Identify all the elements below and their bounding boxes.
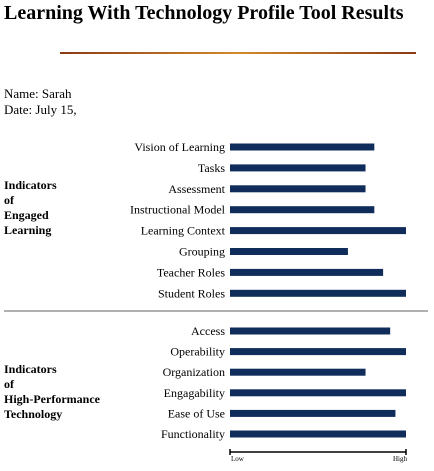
category-label: Functionality xyxy=(161,427,225,441)
title-rule xyxy=(60,52,416,54)
bar xyxy=(230,206,375,214)
axis-low-label: Low xyxy=(231,455,245,463)
category-label: Tasks xyxy=(198,161,225,175)
bar xyxy=(230,409,396,417)
bar xyxy=(230,185,366,193)
category-label: Operability xyxy=(170,345,225,359)
category-label: Organization xyxy=(163,365,225,379)
group-label-line: High-Performance xyxy=(4,392,100,406)
group-label-line: Technology xyxy=(4,407,63,421)
category-label: Learning Context xyxy=(141,224,226,238)
assessment-date: Date: July 15, xyxy=(4,102,77,117)
page-title: Learning With Technology Profile Tool Re… xyxy=(4,2,404,24)
group-label-line: of xyxy=(4,377,14,391)
bar xyxy=(230,430,406,438)
bar xyxy=(230,348,406,356)
engaged-learning-group-label: Indicators of Engaged Learning xyxy=(4,178,57,238)
bar xyxy=(230,368,366,376)
bar xyxy=(230,389,406,397)
bar xyxy=(230,164,366,172)
section-divider xyxy=(4,310,428,312)
category-label: Ease of Use xyxy=(168,406,225,420)
group-label-line: Indicators xyxy=(4,362,57,376)
group-label-line: Engaged xyxy=(4,208,49,222)
category-label: Engagability xyxy=(164,386,225,400)
bar xyxy=(230,143,375,151)
category-label: Grouping xyxy=(179,245,225,259)
group-label-line: of xyxy=(4,193,14,207)
bar xyxy=(230,327,391,335)
bar xyxy=(230,227,406,235)
group-label-line: Indicators xyxy=(4,178,57,192)
high-performance-technology-group-label: Indicators of High-Performance Technolog… xyxy=(4,362,100,422)
category-label: Instructional Model xyxy=(130,203,226,217)
category-label: Teacher Roles xyxy=(157,265,225,279)
bar xyxy=(230,268,384,276)
category-label: Vision of Learning xyxy=(134,140,225,154)
bar xyxy=(230,289,406,297)
student-name: Name: Sarah xyxy=(4,86,72,101)
axis-high-label: High xyxy=(393,455,408,463)
category-label: Assessment xyxy=(168,182,225,196)
category-label: Student Roles xyxy=(158,286,225,300)
group-label-line: Learning xyxy=(4,223,52,237)
category-label: Access xyxy=(191,324,225,338)
bar xyxy=(230,248,348,255)
